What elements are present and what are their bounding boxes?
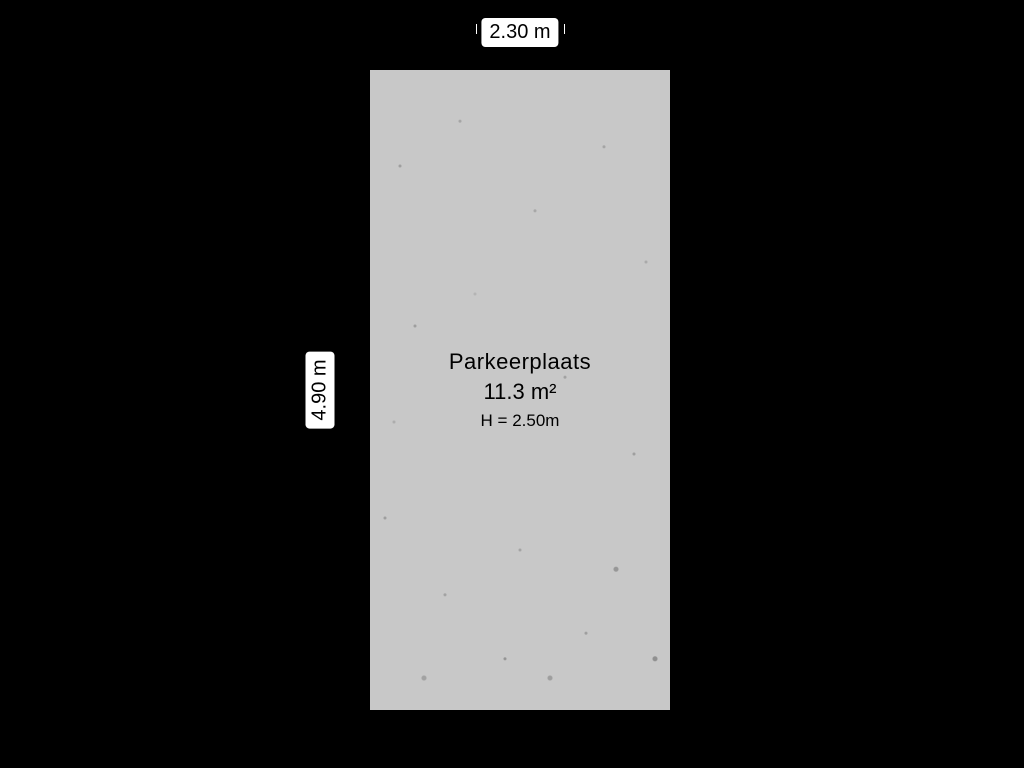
room-name: Parkeerplaats bbox=[449, 349, 591, 375]
dimension-height-label: 4.90 m bbox=[306, 351, 335, 428]
dimension-width-label: 2.30 m bbox=[481, 18, 558, 47]
floorplan-canvas: Parkeerplaats 11.3 m² H = 2.50m 2.30 m 4… bbox=[0, 0, 1024, 768]
dimension-width-tick-left bbox=[476, 24, 477, 34]
parking-space-rect: Parkeerplaats 11.3 m² H = 2.50m bbox=[370, 70, 670, 710]
room-area: 11.3 m² bbox=[484, 379, 557, 405]
dimension-width-tick-right bbox=[564, 24, 565, 34]
room-height: H = 2.50m bbox=[481, 411, 560, 431]
